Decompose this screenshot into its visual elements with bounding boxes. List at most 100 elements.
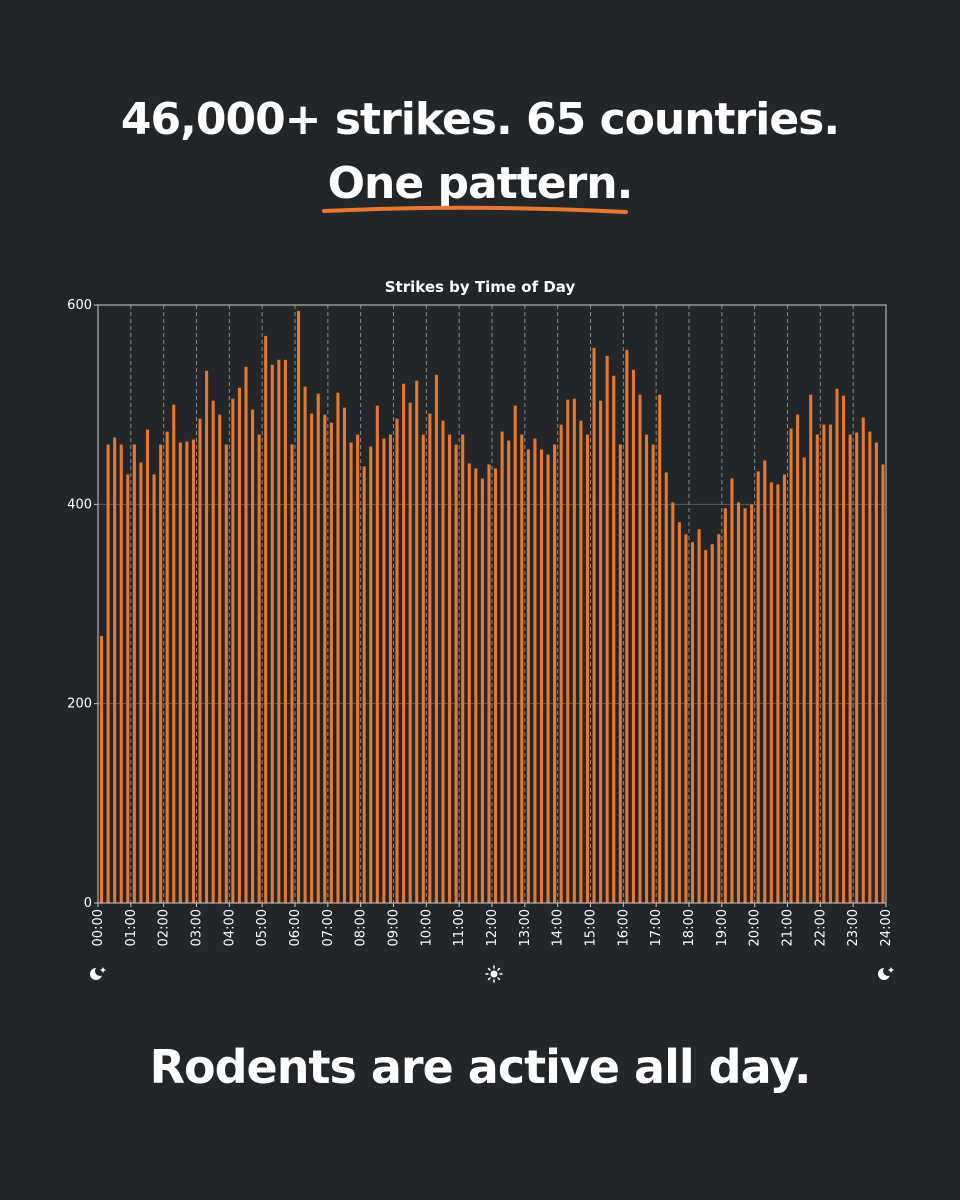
bar (297, 310, 301, 904)
bar (461, 434, 465, 903)
bar (395, 418, 399, 903)
bar (618, 444, 622, 903)
x-tick-label: 10:00 (419, 909, 434, 946)
bar (651, 444, 655, 903)
y-tick-label: 200 (67, 697, 92, 712)
bar (126, 474, 130, 903)
x-tick-label: 18:00 (682, 909, 697, 946)
bar (218, 414, 222, 903)
bar (474, 468, 478, 903)
bar (402, 383, 406, 903)
bar (106, 444, 110, 903)
bar (566, 399, 570, 903)
bar (520, 434, 524, 903)
bar (421, 434, 425, 903)
bar (454, 444, 458, 903)
chart-title: Strikes by Time of Day (385, 278, 576, 296)
bar (789, 428, 793, 903)
sun-icon (485, 965, 503, 983)
bar (382, 438, 386, 903)
bar (855, 432, 859, 903)
bar (369, 446, 373, 903)
x-tick-label: 16:00 (616, 909, 631, 946)
x-tick-label: 01:00 (124, 909, 139, 946)
bar (316, 393, 320, 903)
bar (697, 529, 701, 903)
bar (743, 508, 747, 903)
bar (448, 434, 452, 903)
bar (185, 441, 189, 903)
bar (224, 444, 228, 903)
moon-icon (878, 966, 894, 980)
bar (178, 442, 182, 903)
bar (257, 434, 261, 903)
bar (553, 444, 557, 903)
bar (211, 400, 215, 903)
bar (815, 434, 819, 903)
bar (868, 431, 872, 903)
bar (251, 409, 255, 903)
x-tick-label: 05:00 (255, 909, 270, 946)
bar (467, 463, 471, 903)
chart-grid (98, 305, 886, 903)
bar (730, 478, 734, 903)
bar (205, 370, 209, 903)
bar (349, 442, 353, 903)
bar (835, 388, 839, 904)
x-tick-label: 04:00 (222, 909, 237, 946)
bar (513, 405, 517, 903)
y-tick-label: 0 (84, 896, 92, 911)
x-tick-label: 20:00 (748, 909, 763, 946)
x-tick-label: 06:00 (288, 909, 303, 946)
x-tick-label: 15:00 (584, 909, 599, 946)
bar (356, 434, 360, 903)
bar (763, 460, 767, 903)
x-tick-label: 12:00 (485, 909, 500, 946)
bar (638, 394, 642, 903)
bar (612, 375, 616, 904)
x-tick-label: 21:00 (781, 909, 796, 946)
bar (172, 404, 176, 903)
bar (244, 366, 248, 903)
bar (480, 478, 484, 903)
bar (579, 420, 583, 903)
headline: 46,000+ strikes. 65 countries. One patte… (0, 88, 960, 216)
x-tick-label: 00:00 (91, 909, 106, 946)
bar (145, 429, 150, 903)
y-tick-label: 400 (67, 497, 92, 512)
bar (782, 474, 786, 903)
bar (539, 449, 544, 903)
x-tick-label: 17:00 (649, 909, 664, 946)
bar (329, 422, 333, 903)
headline-underline (322, 205, 628, 214)
bar (874, 442, 878, 903)
bar (559, 424, 563, 903)
x-tick-label: 14:00 (551, 909, 566, 946)
bar (139, 462, 143, 903)
bar (599, 400, 603, 903)
x-tick-label: 07:00 (321, 909, 336, 946)
bar (132, 444, 136, 903)
bar (336, 392, 340, 903)
bar (605, 355, 609, 904)
bar (494, 468, 498, 903)
bar (323, 414, 327, 903)
bar (159, 444, 163, 903)
bar (776, 484, 780, 903)
x-tick-label: 02:00 (157, 909, 172, 946)
bar (796, 414, 800, 903)
bar (264, 335, 268, 903)
bar (671, 502, 675, 903)
bar (750, 504, 754, 903)
bar (691, 542, 695, 903)
bar (677, 522, 681, 903)
bar (645, 434, 649, 903)
bar (572, 398, 576, 903)
bar (231, 398, 235, 903)
bar (487, 464, 491, 903)
bar (526, 449, 530, 903)
bar (717, 534, 721, 903)
bar (507, 440, 511, 903)
bar (277, 359, 281, 904)
x-axis-ticks: 00:00 01:00 02:00 03:00 04:00 05:00 06:00 07:00… (91, 903, 894, 946)
